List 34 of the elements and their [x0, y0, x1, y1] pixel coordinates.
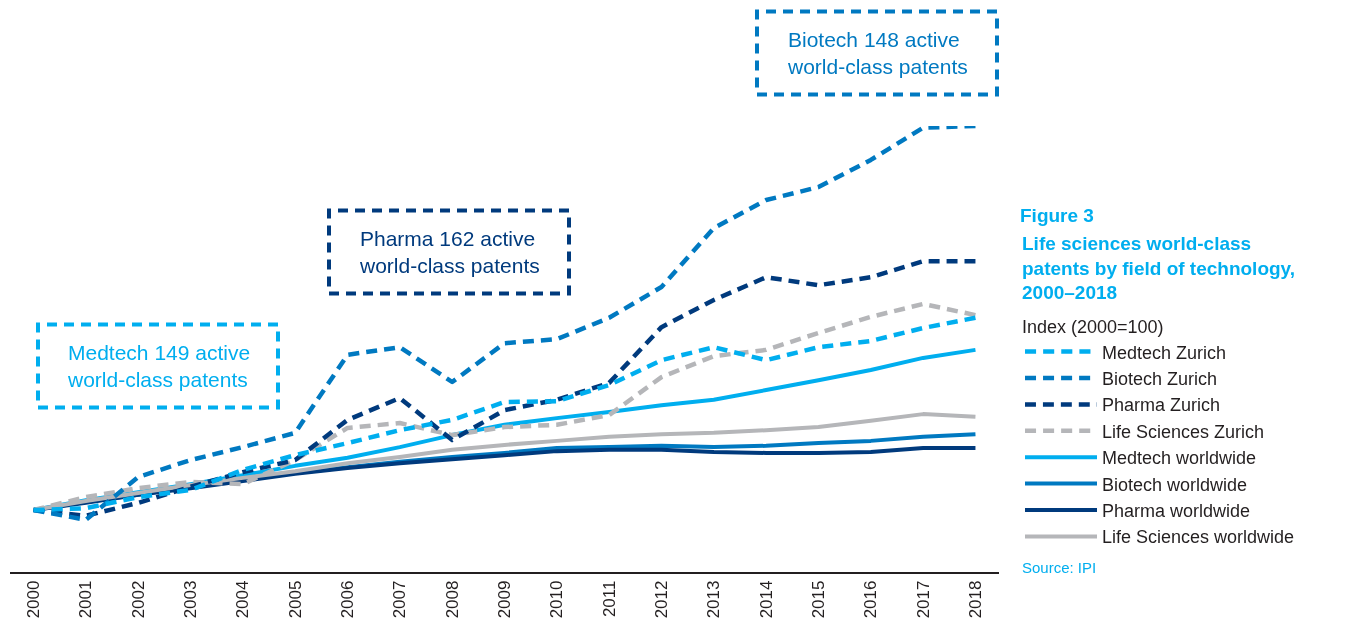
- legend-label: Medtech Zurich: [1102, 342, 1227, 363]
- annotation: Pharma 162 active world-class patents: [359, 227, 540, 278]
- x-tick-label: 2004: [233, 580, 253, 619]
- legend-label: Pharma worldwide: [1102, 501, 1251, 522]
- x-tick-label: 2000: [24, 580, 44, 619]
- text: Biotech 148 active world-class patents: [787, 28, 968, 79]
- legend-label: Biotech worldwide: [1102, 474, 1248, 495]
- annotation: Medtech 149 active world-class patents: [67, 341, 251, 392]
- x-tick-label: 2018: [965, 580, 985, 619]
- source-note: Source: IPI: [1022, 559, 1097, 576]
- x-tick-label: 2016: [861, 580, 881, 619]
- legend-label: Medtech worldwide: [1102, 448, 1257, 469]
- text: Figure 3: [1020, 205, 1094, 227]
- legend-label: Life Sciences Zurich: [1102, 421, 1265, 442]
- x-tick-label: 2003: [181, 580, 201, 619]
- x-tick-label: 2007: [390, 580, 410, 619]
- legend-label: Life Sciences worldwide: [1102, 527, 1295, 548]
- x-tick-label: 2006: [338, 580, 358, 619]
- x-tick-label: 2015: [808, 580, 828, 619]
- x-tick-label: 2008: [442, 580, 462, 619]
- x-tick-label: 2009: [495, 580, 515, 619]
- x-tick-label: 2017: [913, 580, 933, 619]
- x-tick-label: 2001: [76, 580, 96, 619]
- legend-title: Index (2000=100): [1022, 317, 1164, 338]
- legend-label: Pharma Zurich: [1102, 395, 1221, 416]
- x-tick-label: 2005: [285, 580, 305, 619]
- x-tick-label: 2014: [756, 580, 776, 619]
- x-tick-label: 2013: [704, 580, 724, 619]
- text: Life sciences world-class patents by field of technology, 2000–2018: [1022, 233, 1296, 304]
- x-tick-label: 2002: [128, 580, 148, 619]
- legend-label: Biotech Zurich: [1102, 369, 1218, 390]
- x-tick-label: 2011: [599, 580, 619, 618]
- x-tick-label: 2012: [652, 580, 672, 619]
- x-tick-label: 2010: [547, 580, 567, 619]
